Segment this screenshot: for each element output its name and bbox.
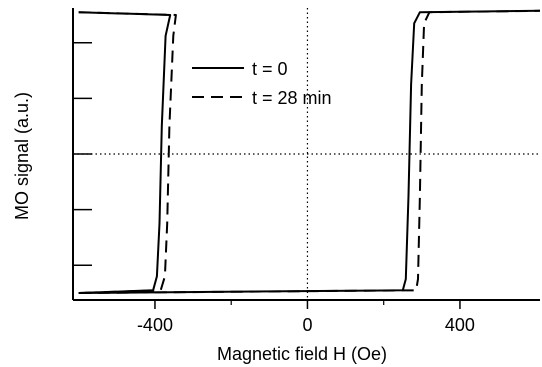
series-0-ascending-branch xyxy=(78,9,540,294)
series-0-descending-branch xyxy=(78,11,172,294)
series-layer xyxy=(78,9,540,294)
legend-label-t28: t = 28 min xyxy=(252,88,332,108)
legend: t = 0 t = 28 min xyxy=(192,59,332,108)
x-axis-label: Magnetic field H (Oe) xyxy=(217,344,387,364)
x-tick-label-2: 400 xyxy=(445,315,475,335)
series-1-ascending-branch xyxy=(78,9,540,294)
x-tick-label-1: 0 xyxy=(302,315,312,335)
y-axis-label: MO signal (a.u.) xyxy=(12,92,32,220)
series-1-descending-branch xyxy=(78,11,177,294)
x-tick-label-0: -400 xyxy=(137,315,173,335)
legend-label-t0: t = 0 xyxy=(252,59,288,79)
axes: -400 0 400 xyxy=(72,8,540,335)
reference-lines xyxy=(73,8,540,300)
